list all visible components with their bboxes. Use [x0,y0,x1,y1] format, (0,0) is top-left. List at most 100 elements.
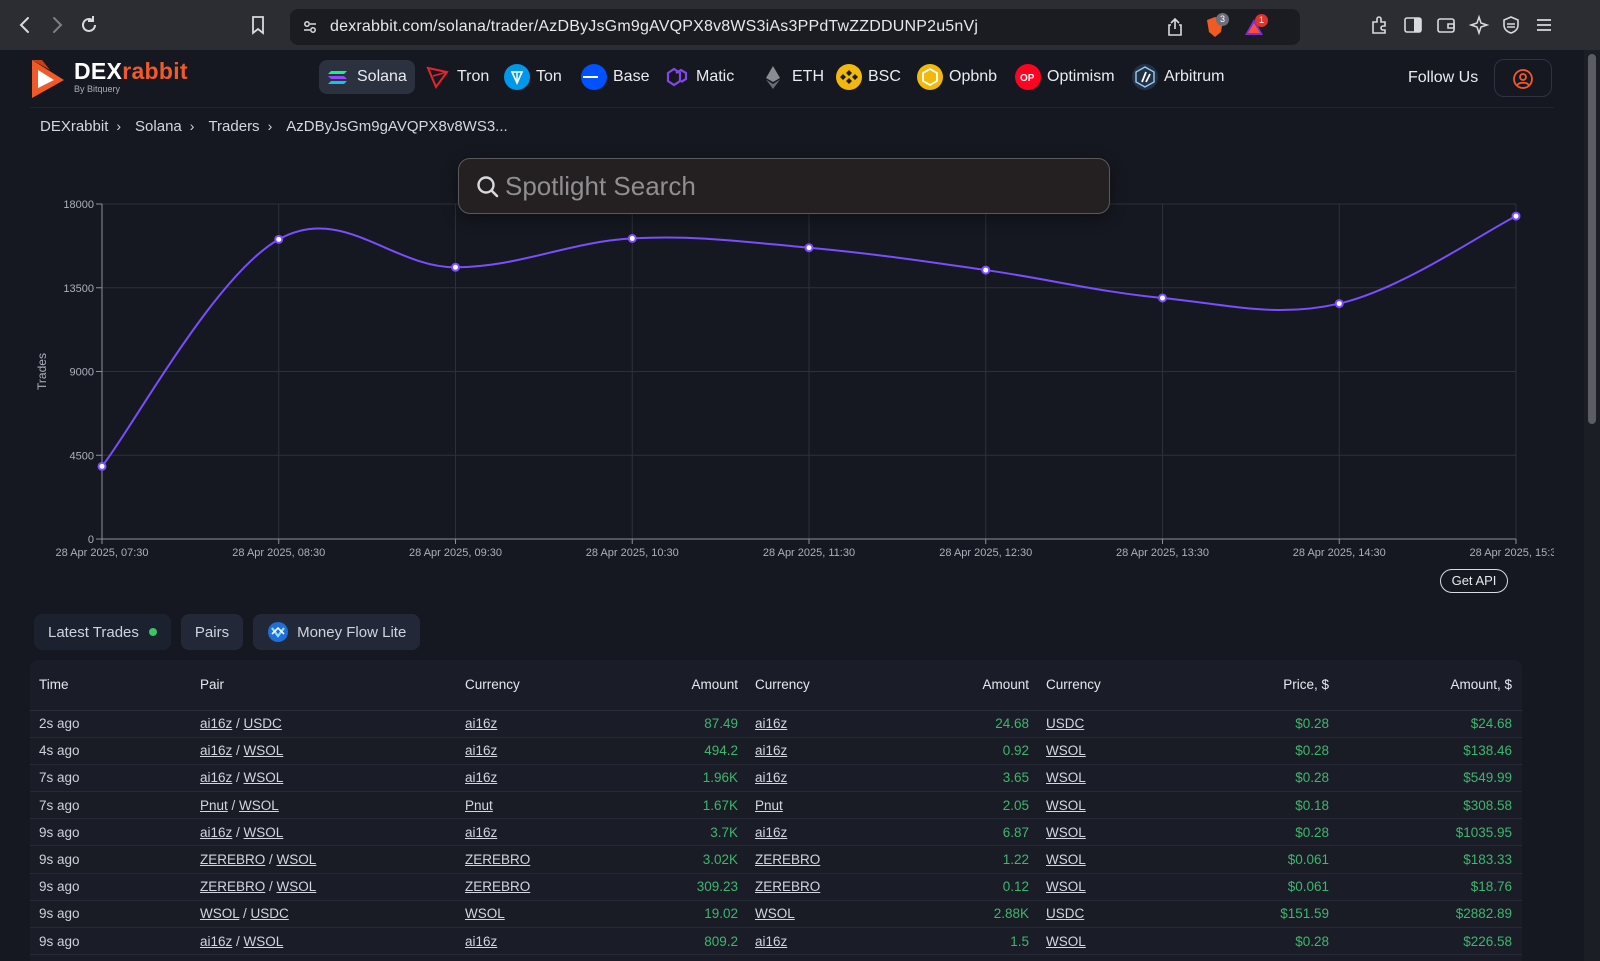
forward-icon[interactable] [46,14,68,36]
pair-quote-link[interactable]: USDC [250,906,289,922]
table-row[interactable]: 9s ago ZEREBRO / WSOL ZEREBRO 309.23 ZEREBRO… [30,873,1522,901]
currency-link[interactable]: USDC [1046,906,1085,922]
chain-tab-opbnb[interactable]: Opbnb [911,60,1005,94]
column-header-amount-usd[interactable]: Amount, $ [1329,660,1522,711]
site-settings-icon[interactable] [302,19,318,40]
table-row[interactable]: 9s ago WSOL / USDC WSOL 19.02 WSOL 2.88K USDC $… [30,900,1522,929]
currency-link[interactable]: WSOL [1046,879,1086,895]
currency-link[interactable]: ai16z [755,933,788,949]
currency-link[interactable]: ZEREBRO [755,852,821,868]
table-row[interactable]: 2s ago ai16z / USDC ai16z 87.49 ai16z 24.68 US… [30,710,1522,738]
currency-link[interactable]: ai16z [465,770,498,786]
currency-link[interactable]: WSOL [1046,797,1086,813]
currency-link[interactable]: WSOL [1046,852,1086,868]
pair-quote-link[interactable]: WSOL [243,743,284,759]
chain-tab-bsc[interactable]: BSC [830,60,909,94]
currency-link[interactable]: WSOL [1046,743,1086,759]
table-row[interactable]: 4s ago ai16z / WSOL ai16z 494.2 ai16z 0.92 WSO… [30,737,1522,765]
tab-latest-trades[interactable]: Latest Trades [34,614,171,650]
table-row[interactable]: 9s ago ai16z / WSOL ai16z 809.2 ai16z 1.5 WSOL… [30,927,1522,956]
scroll-thumb[interactable] [1588,54,1596,424]
currency-link[interactable]: ZEREBRO [755,879,821,895]
chain-tab-solana[interactable]: Solana [319,60,415,94]
chain-tab-eth[interactable]: ETH [754,60,832,94]
currency-link[interactable]: WSOL [1046,824,1086,840]
page-scrollbar[interactable] [1584,50,1600,961]
column-header-time[interactable]: Time [30,660,200,711]
brave-rewards-icon[interactable]: 1 [1243,14,1268,42]
pair-base-link[interactable]: Pnut [200,797,228,813]
currency-link[interactable]: WSOL [465,906,505,922]
pair-quote-link[interactable]: USDC [243,716,282,732]
currency-link[interactable]: ai16z [755,824,788,840]
chain-tab-matic[interactable]: Matic [658,60,742,94]
currency-link[interactable]: WSOL [755,906,795,922]
address-bar[interactable]: dexrabbit.com/solana/trader/AzDByJsGm9gA… [290,9,1300,45]
tab-pairs[interactable]: Pairs [180,614,244,650]
column-header-currency[interactable]: Currency [1029,660,1169,711]
dexrabbit-logo-icon[interactable] [30,58,70,100]
breadcrumb-item-traders[interactable]: Traders [208,118,260,135]
get-api-button[interactable]: Get API [1440,569,1508,593]
pair-base-link[interactable]: ZEREBRO [200,852,266,868]
currency-link[interactable]: ZEREBRO [465,879,531,895]
bookmark-icon[interactable] [247,14,269,36]
column-header-pair[interactable]: Pair [200,660,465,711]
sidebar-icon[interactable] [1402,14,1424,36]
column-header-amount[interactable]: Amount [585,660,738,711]
pair-quote-link[interactable]: WSOL [243,770,284,786]
currency-link[interactable]: ai16z [465,716,498,732]
pair-quote-link[interactable]: WSOL [243,933,284,949]
user-account-button[interactable] [1494,59,1552,97]
currency-link[interactable]: ai16z [465,824,498,840]
follow-us-link[interactable]: Follow Us [1408,69,1479,86]
back-icon[interactable] [14,14,36,36]
spotlight-search[interactable] [458,158,1110,214]
table-row[interactable]: 9s ago ZEREBRO / WSOL ZEREBRO 3.02K ZEREBRO 1… [30,845,1522,874]
pair-base-link[interactable]: ai16z [200,743,233,759]
spotlight-search-input[interactable] [505,169,1085,203]
currency-link[interactable]: ai16z [755,770,788,786]
menu-icon[interactable] [1533,14,1555,36]
currency-link[interactable]: Pnut [755,797,783,813]
wallet-icon[interactable] [1435,14,1457,36]
column-header-currency[interactable]: Currency [465,660,585,711]
share-icon[interactable] [1166,17,1184,42]
chain-tab-ton[interactable]: Ton [498,60,570,94]
currency-link[interactable]: WSOL [1046,770,1086,786]
column-header-currency[interactable]: Currency [738,660,875,711]
currency-link[interactable]: Pnut [465,797,493,813]
brand-name[interactable]: DEXrabbit [74,58,188,84]
tab-money-flow-lite[interactable]: Money Flow Lite [253,614,421,650]
brave-shield-icon[interactable]: 3 [1205,13,1229,43]
currency-link[interactable]: ai16z [465,743,498,759]
table-row[interactable]: 9s ago ai16z / WSOL ai16z 3.7K ai16z 6.87 WSOL… [30,818,1522,847]
pair-quote-link[interactable]: WSOL [276,879,317,895]
chain-tab-optimism[interactable]: OP Optimism [1009,60,1123,94]
currency-link[interactable]: WSOL [1046,933,1086,949]
table-row[interactable]: 7s ago ai16z / WSOL ai16z 1.96K ai16z 3.65 WSO… [30,764,1522,793]
chain-tab-tron[interactable]: Tron [419,60,497,94]
chain-tab-arbitrum[interactable]: Arbitrum [1126,60,1232,94]
chain-tab-base[interactable]: Base [575,60,657,94]
currency-link[interactable]: ai16z [755,743,788,759]
breadcrumb-item-dexrabbit[interactable]: DEXrabbit [40,118,109,135]
pair-quote-link[interactable]: WSOL [243,824,284,840]
pair-base-link[interactable]: ai16z [200,716,233,732]
currency-link[interactable]: ai16z [755,716,788,732]
pair-base-link[interactable]: ai16z [200,770,233,786]
pair-base-link[interactable]: ai16z [200,824,233,840]
column-header-price[interactable]: Price, $ [1169,660,1329,711]
currency-link[interactable]: ZEREBRO [465,852,531,868]
pair-quote-link[interactable]: WSOL [276,852,317,868]
currency-link[interactable]: USDC [1046,716,1085,732]
pair-base-link[interactable]: WSOL [200,906,240,922]
extensions-icon[interactable] [1369,14,1391,36]
column-header-amount[interactable]: Amount [875,660,1029,711]
table-row[interactable]: 7s ago Pnut / WSOL Pnut 1.67K Pnut 2.05 WSOL $0… [30,791,1522,820]
currency-link[interactable]: ai16z [465,933,498,949]
pair-base-link[interactable]: ZEREBRO [200,879,266,895]
reload-icon[interactable] [78,14,100,36]
pair-quote-link[interactable]: WSOL [239,797,279,813]
breadcrumb-item-solana[interactable]: Solana [135,118,182,135]
